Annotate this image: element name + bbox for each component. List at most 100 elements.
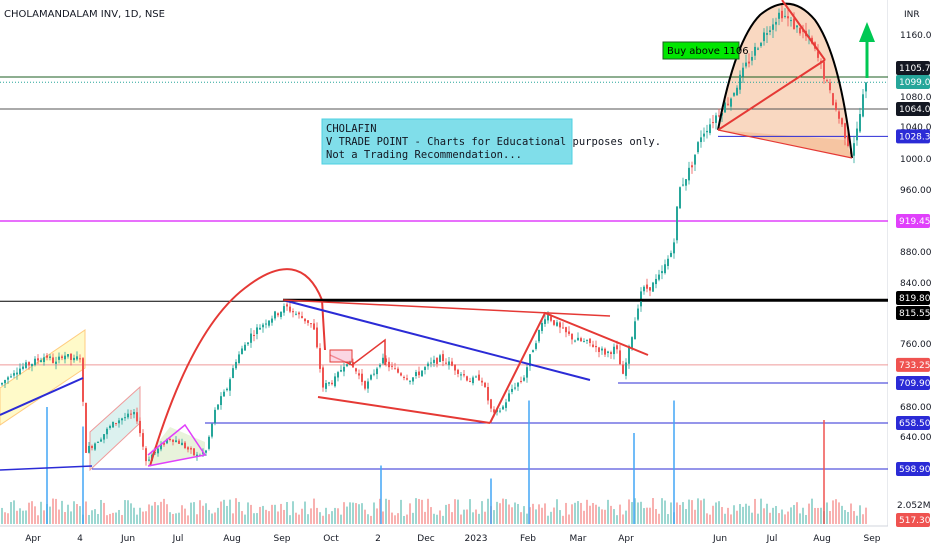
x-tick-label: 2023	[465, 534, 488, 544]
volume-bar	[184, 508, 186, 524]
volume-bar	[28, 502, 30, 524]
note-box[interactable]: CHOLAFIN V TRADE POINT - Charts for Educ…	[321, 118, 661, 165]
red-zigzag-2[interactable]	[489, 311, 649, 424]
cup-red-diagonal[interactable]	[717, 59, 826, 131]
channel-support-line[interactable]	[0, 377, 84, 416]
cup-shaded-area[interactable]	[718, 3, 852, 158]
volume-bar	[751, 512, 753, 524]
volume-bar	[70, 511, 72, 524]
candle	[31, 363, 33, 372]
candle	[523, 375, 525, 382]
price-tag-517.30[interactable]: 517.30	[896, 513, 931, 527]
volume-bar	[484, 511, 486, 524]
price-axis-ticks: 1160.00 1080.00 1040.00 1000.00 960.00 880.00…	[900, 31, 932, 443]
volume-bar	[133, 507, 135, 524]
candle	[160, 441, 162, 452]
currency-label[interactable]: INR	[904, 10, 920, 20]
cup-arc-outline[interactable]	[717, 2, 853, 159]
volume-bar	[805, 514, 807, 524]
price-tag-919.45[interactable]: 919.45	[896, 214, 931, 228]
volume-bar	[652, 498, 654, 524]
buy-label-box[interactable]: Buy above 1106	[662, 41, 749, 60]
candle	[343, 362, 345, 377]
volume-bar	[541, 507, 543, 524]
candle	[667, 255, 669, 270]
rounding-arc[interactable]	[149, 268, 326, 467]
volume-bar	[316, 507, 318, 524]
cup-red-descender	[781, 0, 826, 61]
candle	[649, 286, 651, 297]
price-tag-1064.00[interactable]: 1064.00	[896, 102, 932, 116]
candle	[739, 70, 741, 94]
buy-label-bg	[662, 41, 740, 60]
volume-spike	[823, 420, 825, 524]
magenta-triangle[interactable]	[147, 423, 207, 467]
candle	[13, 370, 15, 379]
price-tag-1105.75[interactable]: 1105.75	[896, 61, 932, 75]
price-tag-1099.05[interactable]: 1099.05	[896, 75, 932, 89]
volume-bar	[118, 509, 120, 524]
volume-bar	[442, 515, 444, 524]
descending-trendline[interactable]	[282, 299, 591, 381]
base-support-line[interactable]	[0, 465, 93, 471]
volume-bar	[40, 501, 42, 524]
volume-bar	[232, 513, 234, 524]
red-top-trendline[interactable]	[282, 299, 611, 317]
volume-bar	[550, 511, 552, 524]
volume-bar	[163, 498, 165, 524]
volume-bar	[217, 507, 219, 524]
volume-bar	[844, 510, 846, 524]
volume-bar	[628, 499, 630, 524]
symbol-title[interactable]: CHOLAMANDALAM INV, 1D, NSE	[4, 9, 165, 20]
candle	[208, 435, 210, 451]
candle	[421, 370, 423, 377]
candle	[106, 427, 108, 439]
volume-bar	[34, 506, 36, 524]
volume-bar	[190, 502, 192, 524]
volume-bar	[616, 515, 618, 524]
volume-bar	[61, 500, 63, 524]
candle	[730, 97, 732, 111]
price-tag-658.50[interactable]: 658.50	[896, 416, 931, 430]
candle	[796, 25, 798, 33]
red-bottom-trendline[interactable]	[317, 396, 491, 424]
candle	[91, 444, 93, 451]
candle	[835, 99, 837, 112]
candle	[331, 380, 333, 386]
price-tag-text: 815.55	[899, 309, 931, 319]
price-tag-709.90[interactable]: 709.90	[896, 376, 931, 390]
price-tag-733.25[interactable]: 733.25	[896, 357, 931, 372]
candle	[562, 322, 564, 329]
candle	[607, 350, 609, 358]
price-tag-1028.30[interactable]: 1028.30	[896, 129, 932, 144]
price-tag-598.90[interactable]: 598.90	[896, 462, 931, 476]
candle	[286, 302, 288, 311]
volume-bar	[304, 501, 306, 524]
candle	[406, 374, 408, 381]
volume-bar	[841, 505, 843, 524]
volume-bar	[520, 512, 522, 524]
volume-bar	[850, 503, 852, 524]
y-tick-label: 680.00	[900, 403, 932, 413]
candle	[130, 409, 132, 419]
volume-bar	[106, 515, 108, 524]
candle	[124, 412, 126, 422]
candle	[388, 357, 390, 372]
candle	[277, 312, 279, 318]
volume-bar	[10, 502, 12, 524]
ascending-channel-1[interactable]	[0, 329, 86, 426]
volume-bar	[811, 498, 813, 524]
volume-bar	[58, 509, 60, 524]
volume-bar	[97, 513, 99, 524]
volume-bar	[559, 510, 561, 524]
candle	[175, 436, 177, 443]
candle	[595, 340, 597, 353]
volume-bar	[709, 514, 711, 524]
volume-bar	[856, 515, 858, 524]
price-tag-815.55[interactable]: 815.55	[896, 306, 931, 320]
price-tag-819.80[interactable]: 819.80	[896, 291, 931, 305]
volume-spike	[380, 465, 382, 524]
candle	[145, 446, 147, 466]
volume-bar	[745, 503, 747, 524]
